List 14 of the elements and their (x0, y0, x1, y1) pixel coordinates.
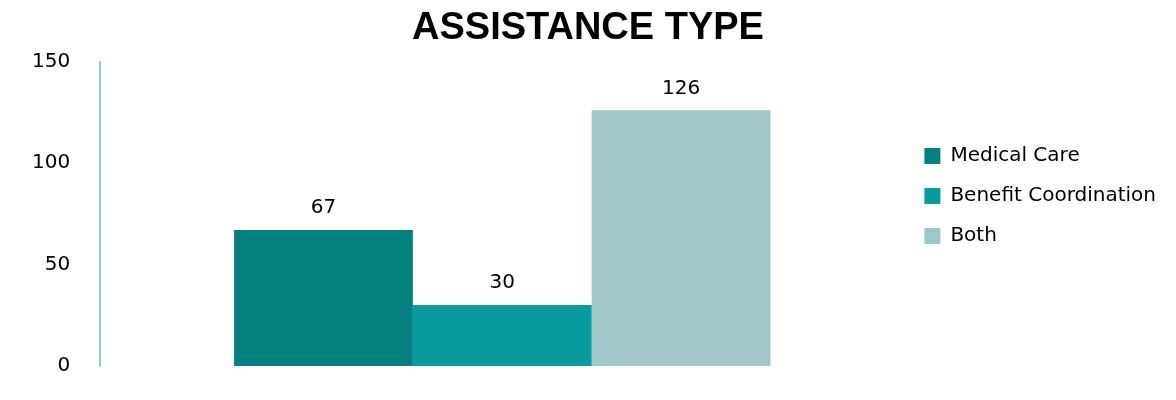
legend-label: Medical Care (950, 142, 1080, 167)
bar (591, 110, 771, 366)
data-label: 126 (662, 74, 701, 99)
y-tick-label: 100 (31, 149, 71, 174)
legend-label: Benefit Coordination (950, 182, 1156, 207)
y-tick-label: 150 (31, 47, 71, 72)
legend-label: Both (950, 222, 997, 247)
y-tick-label: 50 (44, 250, 71, 275)
data-label: 67 (310, 194, 337, 219)
bar (412, 305, 592, 366)
y-tick-label: 0 (57, 352, 71, 377)
chart-title: ASSISTANCE TYPE (412, 5, 764, 48)
bar (234, 230, 413, 366)
data-label: 30 (489, 269, 516, 294)
